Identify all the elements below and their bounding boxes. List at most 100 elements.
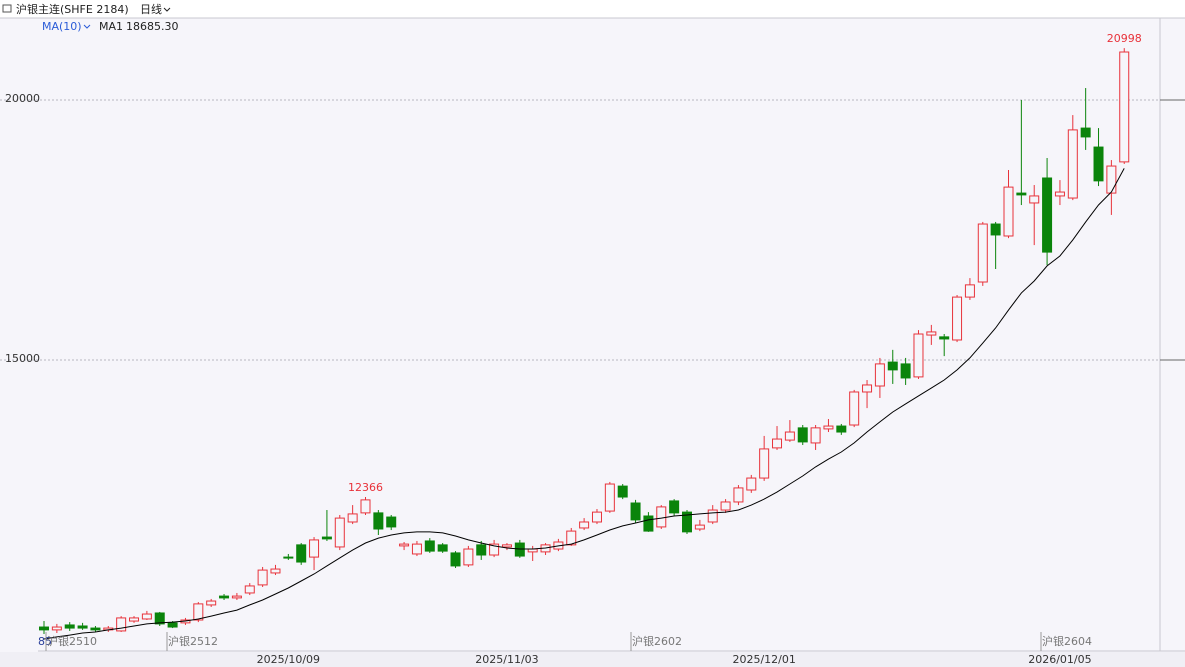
candle-body bbox=[797, 427, 808, 443]
candle-body bbox=[1119, 51, 1130, 163]
candle-body bbox=[874, 363, 885, 387]
candle-body bbox=[1016, 192, 1027, 196]
candle-body bbox=[1003, 186, 1014, 237]
candle-body bbox=[617, 485, 628, 498]
contract-label: 沪银2604 bbox=[1042, 634, 1092, 648]
candle-body bbox=[411, 543, 422, 555]
candle-body bbox=[579, 521, 590, 529]
candle-body bbox=[347, 513, 358, 523]
candle-body bbox=[1106, 165, 1117, 194]
candle-body bbox=[489, 543, 500, 556]
candle-body bbox=[733, 487, 744, 503]
candle-body bbox=[1054, 191, 1065, 197]
y-tick-label: 15000 bbox=[5, 352, 40, 365]
candle-body bbox=[669, 500, 680, 514]
candle-body bbox=[450, 552, 461, 567]
candle-body bbox=[682, 511, 692, 533]
date-strip bbox=[0, 652, 1185, 667]
candle-body bbox=[759, 448, 770, 479]
candle-body bbox=[64, 624, 75, 629]
candle-body bbox=[399, 543, 410, 547]
candle-body bbox=[952, 296, 963, 341]
candle-body bbox=[836, 425, 847, 433]
candle-body bbox=[424, 540, 435, 552]
candle-body bbox=[591, 511, 602, 523]
candle-body bbox=[206, 600, 217, 606]
x-tick-label: 2025/12/01 bbox=[732, 653, 795, 666]
candle-body bbox=[514, 542, 525, 557]
candle-body bbox=[231, 595, 242, 599]
candle-body bbox=[926, 331, 937, 336]
candle-body bbox=[141, 613, 152, 620]
candle-body bbox=[476, 544, 487, 556]
candle-body bbox=[501, 544, 512, 548]
period-caret[interactable] bbox=[163, 7, 171, 12]
candle-body bbox=[604, 483, 615, 512]
candle-body bbox=[154, 612, 165, 625]
candle-body bbox=[1042, 177, 1053, 253]
candle-body bbox=[810, 427, 821, 444]
candle-body bbox=[964, 284, 975, 298]
candle-body bbox=[990, 223, 1001, 236]
candle-body bbox=[862, 384, 873, 393]
ma-value: 18685.30 bbox=[126, 20, 179, 33]
candle-body bbox=[1093, 146, 1104, 182]
high-label: 12366 bbox=[348, 481, 383, 494]
x-tick-label: 2025/11/03 bbox=[475, 653, 538, 666]
candle-body bbox=[977, 223, 988, 283]
contract-label: 沪银2602 bbox=[632, 634, 682, 648]
candle-body bbox=[373, 512, 384, 530]
candle-body bbox=[219, 595, 230, 599]
candle-body bbox=[296, 544, 307, 563]
candle-body bbox=[257, 569, 268, 586]
candle-body bbox=[900, 363, 911, 379]
contract-label: 沪银2510 bbox=[47, 634, 97, 648]
candle-body bbox=[566, 530, 577, 546]
contract-label: 85 bbox=[38, 635, 52, 648]
ma-line bbox=[43, 168, 1125, 640]
candle-body bbox=[334, 517, 345, 548]
candle-body bbox=[939, 336, 950, 340]
candle-body bbox=[746, 477, 757, 491]
candle-body bbox=[437, 544, 448, 552]
candle-body bbox=[1029, 195, 1040, 204]
candle-body bbox=[463, 548, 474, 566]
candle-body bbox=[39, 626, 49, 631]
candle-body bbox=[309, 539, 320, 558]
candle-body bbox=[360, 499, 371, 514]
candle-body bbox=[116, 617, 127, 632]
candle-body bbox=[1080, 127, 1091, 138]
candle-body bbox=[283, 556, 294, 559]
candle-body bbox=[694, 524, 705, 530]
candle-body bbox=[707, 509, 718, 523]
candle-body bbox=[849, 391, 860, 426]
candle-body bbox=[321, 536, 332, 540]
candle-body bbox=[630, 502, 641, 521]
y-tick-label: 20000 bbox=[5, 92, 40, 105]
header-bar bbox=[0, 0, 1185, 18]
candle-body bbox=[643, 515, 654, 532]
candle-body bbox=[772, 438, 783, 449]
candle-body bbox=[656, 506, 667, 528]
x-tick-label: 2026/01/05 bbox=[1028, 653, 1091, 666]
candle-body bbox=[193, 603, 204, 621]
candle-body bbox=[784, 431, 795, 441]
contract-label: 沪银2512 bbox=[168, 634, 218, 648]
indicator-caret[interactable] bbox=[83, 24, 91, 29]
candle-body bbox=[77, 625, 88, 629]
candle-body bbox=[51, 626, 62, 631]
candle-body bbox=[90, 627, 101, 631]
candle-body bbox=[887, 361, 898, 371]
candle-body bbox=[167, 622, 178, 628]
icon[interactable] bbox=[2, 4, 12, 13]
candle-body bbox=[1067, 129, 1078, 199]
candle-body bbox=[129, 617, 140, 622]
indicator-select[interactable]: MA(10) bbox=[42, 20, 82, 33]
candle-body bbox=[913, 333, 924, 378]
period-select[interactable]: 日线 bbox=[140, 2, 162, 16]
candle-body bbox=[720, 501, 731, 511]
chart-title: 沪银主连(SHFE 2184) bbox=[16, 2, 129, 16]
